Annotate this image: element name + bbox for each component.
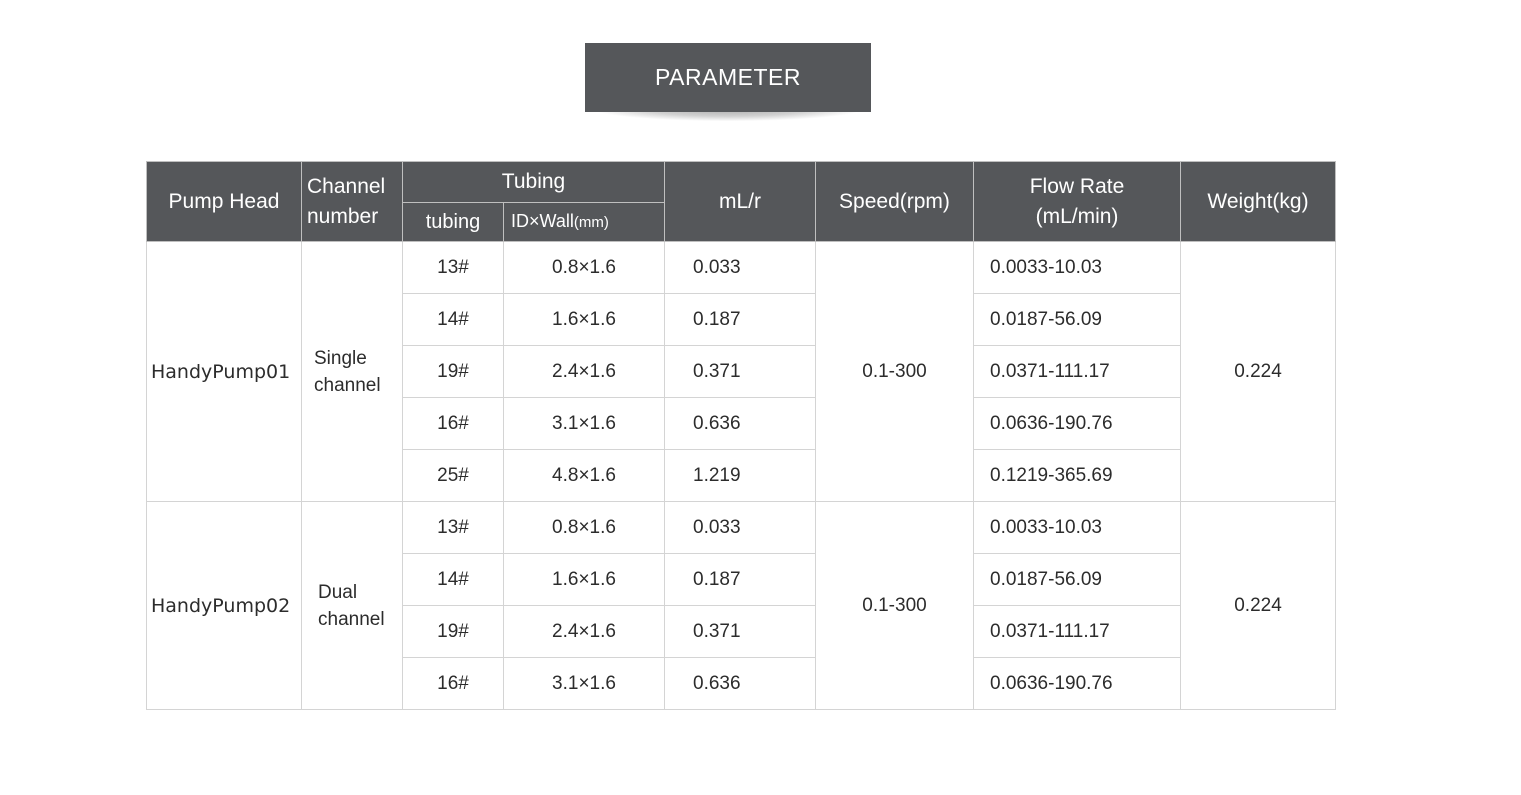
parameter-table: Pump Head Channel number Tubing mL/r Spe… bbox=[146, 161, 1336, 710]
id-wall-cell: 1.6×1.6 bbox=[503, 553, 665, 606]
id-wall-cell: 2.4×1.6 bbox=[503, 345, 665, 398]
ml-r-cell: 0.371 bbox=[664, 605, 816, 658]
header-speed: Speed(rpm) bbox=[815, 161, 974, 242]
table-header: Pump Head Channel number Tubing mL/r Spe… bbox=[146, 161, 1336, 242]
tubing-cell: 13# bbox=[402, 241, 504, 294]
pump-name: HandyPump02 bbox=[146, 501, 302, 710]
speed-cell: 0.1-300 bbox=[815, 501, 974, 710]
ml-r-cell: 1.219 bbox=[664, 449, 816, 502]
header-ml-r: mL/r bbox=[664, 161, 816, 242]
header-tubing-sub: tubing bbox=[402, 202, 504, 242]
id-wall-cell: 0.8×1.6 bbox=[503, 501, 665, 554]
tubing-cell: 14# bbox=[402, 293, 504, 346]
header-pump-head: Pump Head bbox=[146, 161, 302, 242]
tubing-cell: 16# bbox=[402, 397, 504, 450]
tubing-cell: 19# bbox=[402, 605, 504, 658]
table-row: 16# 3.1×1.6 0.636 0.0636-190.76 bbox=[147, 397, 1336, 450]
flow-rate-cell: 0.0187-56.09 bbox=[973, 553, 1181, 606]
tubing-cell: 19# bbox=[402, 345, 504, 398]
table-body: HandyPump01 Single channel 13# 0.8×1.6 0… bbox=[146, 241, 1336, 710]
flow-rate-cell: 0.0033-10.03 bbox=[973, 501, 1181, 554]
table-row: 14# 1.6×1.6 0.187 0.0187-56.09 bbox=[147, 293, 1336, 346]
channel-type: Single channel bbox=[301, 241, 403, 502]
parameter-banner: PARAMETER bbox=[585, 43, 871, 133]
ml-r-cell: 0.187 bbox=[664, 553, 816, 606]
flow-rate-cell: 0.0187-56.09 bbox=[973, 293, 1181, 346]
pump-name: HandyPump01 bbox=[146, 241, 302, 502]
table-row: 14# 1.6×1.6 0.187 0.0187-56.09 bbox=[147, 553, 1336, 606]
header-flow-rate-line2: (mL/min) bbox=[1035, 204, 1119, 228]
table-row: 19# 2.4×1.6 0.371 0.0371-111.17 bbox=[147, 345, 1336, 398]
ml-r-cell: 0.636 bbox=[664, 397, 816, 450]
ml-r-cell: 0.371 bbox=[664, 345, 816, 398]
tubing-cell: 13# bbox=[402, 501, 504, 554]
header-channel-line2: number bbox=[307, 204, 379, 228]
channel-line2: channel bbox=[318, 608, 385, 630]
header-channel-line1: Channel bbox=[307, 174, 386, 198]
ml-r-cell: 0.187 bbox=[664, 293, 816, 346]
channel-line1: Single bbox=[314, 347, 367, 369]
weight-cell: 0.224 bbox=[1180, 241, 1336, 502]
table-row: HandyPump02 Dual channel 13# 0.8×1.6 0.0… bbox=[146, 501, 1336, 710]
header-id-wall: ID×Wall(mm) bbox=[503, 202, 665, 242]
weight-cell: 0.224 bbox=[1180, 501, 1336, 710]
header-id-wall-unit: (mm) bbox=[573, 214, 609, 231]
flow-rate-cell: 0.0636-190.76 bbox=[973, 657, 1181, 710]
header-weight: Weight(kg) bbox=[1180, 161, 1336, 242]
id-wall-cell: 2.4×1.6 bbox=[503, 605, 665, 658]
table-row: HandyPump01 Single channel 13# 0.8×1.6 0… bbox=[146, 241, 1336, 502]
table-row: 16# 3.1×1.6 0.636 0.0636-190.76 bbox=[147, 657, 1336, 710]
flow-rate-cell: 0.0371-111.17 bbox=[973, 345, 1181, 398]
header-flow-rate-line1: Flow Rate bbox=[1029, 174, 1125, 198]
channel-line1: Dual bbox=[318, 581, 358, 603]
ml-r-cell: 0.033 bbox=[664, 501, 816, 554]
ml-r-cell: 0.033 bbox=[664, 241, 816, 294]
tubing-cell: 14# bbox=[402, 553, 504, 606]
header-flow-rate: Flow Rate (mL/min) bbox=[973, 161, 1181, 242]
id-wall-cell: 1.6×1.6 bbox=[503, 293, 665, 346]
id-wall-cell: 0.8×1.6 bbox=[503, 241, 665, 294]
header-id-wall-label: ID×Wall bbox=[511, 211, 574, 231]
id-wall-cell: 3.1×1.6 bbox=[503, 657, 665, 710]
id-wall-cell: 4.8×1.6 bbox=[503, 449, 665, 502]
channel-type: Dual channel bbox=[301, 501, 403, 710]
tubing-cell: 16# bbox=[402, 657, 504, 710]
ml-r-cell: 0.636 bbox=[664, 657, 816, 710]
flow-rate-cell: 0.1219-365.69 bbox=[973, 449, 1181, 502]
flow-rate-cell: 0.0371-111.17 bbox=[973, 605, 1181, 658]
banner-title: PARAMETER bbox=[585, 43, 871, 112]
channel-line2: channel bbox=[314, 374, 381, 396]
id-wall-cell: 3.1×1.6 bbox=[503, 397, 665, 450]
flow-rate-cell: 0.0033-10.03 bbox=[973, 241, 1181, 294]
flow-rate-cell: 0.0636-190.76 bbox=[973, 397, 1181, 450]
tubing-cell: 25# bbox=[402, 449, 504, 502]
table-row: 19# 2.4×1.6 0.371 0.0371-111.17 bbox=[147, 605, 1336, 658]
header-channel-number: Channel number bbox=[301, 161, 403, 242]
header-tubing: Tubing bbox=[402, 161, 665, 203]
table-row: 25# 4.8×1.6 1.219 0.1219-365.69 bbox=[147, 449, 1336, 502]
speed-cell: 0.1-300 bbox=[815, 241, 974, 502]
